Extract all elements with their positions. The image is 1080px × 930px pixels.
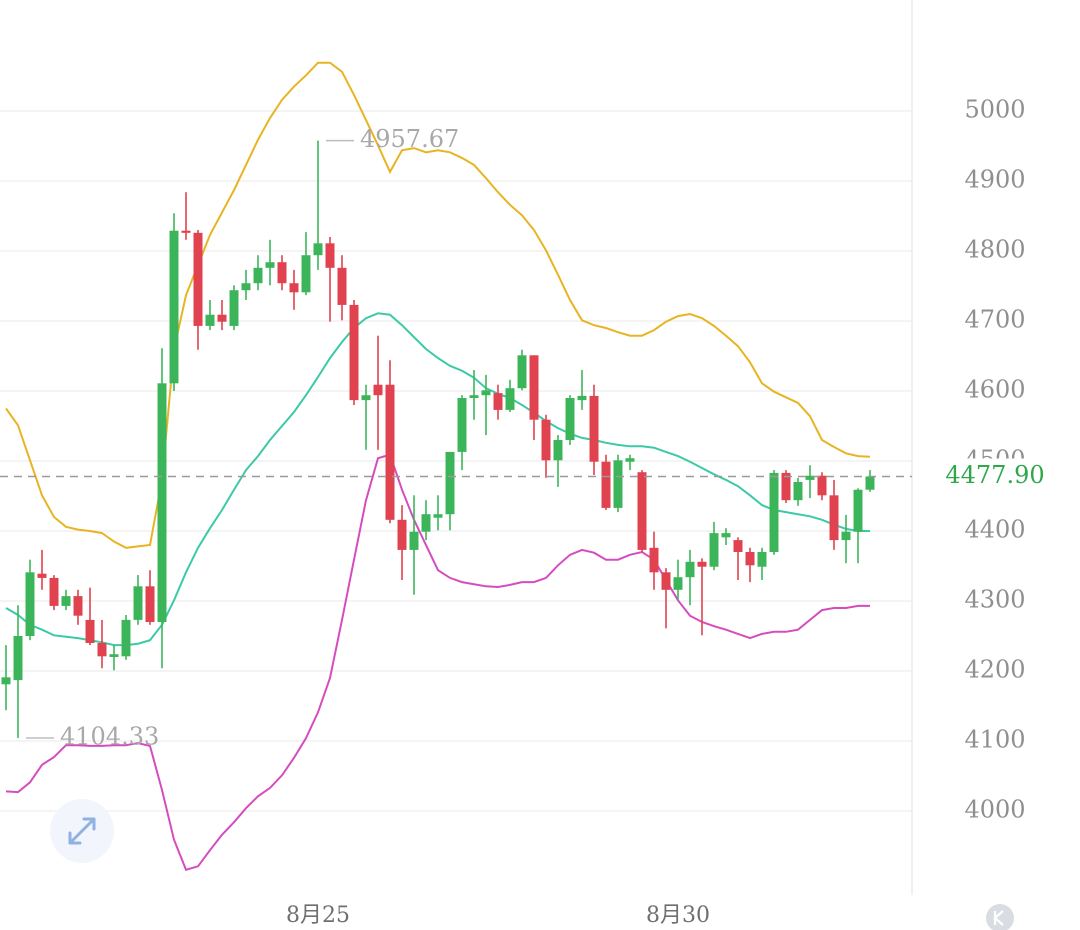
candle-body bbox=[709, 533, 719, 567]
band-line bbox=[5, 453, 870, 872]
band-line bbox=[5, 61, 871, 549]
extreme-label: 4957.67 bbox=[360, 125, 459, 153]
y-tick-label: 4100 bbox=[964, 726, 1025, 754]
candle-body bbox=[829, 495, 839, 541]
candle-body bbox=[253, 267, 263, 284]
candle-body bbox=[409, 531, 419, 550]
candle-body bbox=[37, 573, 47, 578]
candle-body bbox=[325, 243, 335, 268]
candle-body bbox=[373, 384, 383, 396]
candle-body bbox=[853, 489, 863, 532]
candle-body bbox=[673, 577, 683, 590]
candle-body bbox=[781, 472, 791, 501]
candle-body bbox=[61, 596, 71, 606]
candle-body bbox=[313, 243, 323, 256]
candle-body bbox=[49, 577, 59, 606]
y-tick-label: 4900 bbox=[964, 166, 1025, 194]
candle-body bbox=[133, 586, 143, 620]
candle-body bbox=[481, 390, 491, 396]
candle-body bbox=[73, 596, 83, 616]
candle-body bbox=[97, 643, 107, 657]
candle-body bbox=[733, 540, 743, 553]
candle-body bbox=[565, 398, 575, 441]
candle-body bbox=[805, 475, 815, 480]
candle-body bbox=[601, 461, 611, 508]
y-tick-label: 4000 bbox=[964, 796, 1025, 824]
candle-body bbox=[85, 619, 95, 644]
candle-body bbox=[349, 304, 359, 401]
last-price-label: 4477.90 bbox=[945, 461, 1044, 489]
candle-body bbox=[193, 232, 203, 326]
candle-body bbox=[637, 472, 647, 550]
k-button[interactable] bbox=[986, 904, 1014, 930]
y-tick-label: 4800 bbox=[964, 236, 1025, 264]
candle-body bbox=[793, 482, 803, 501]
candle-body bbox=[649, 547, 659, 573]
candle-body bbox=[697, 561, 707, 567]
y-tick-label: 4700 bbox=[964, 306, 1025, 334]
x-tick-label: 8月30 bbox=[646, 903, 710, 928]
y-tick-label: 4200 bbox=[964, 656, 1025, 684]
extreme-label: 4104.33 bbox=[60, 722, 159, 750]
last-price-box bbox=[932, 458, 1062, 495]
candle-body bbox=[613, 460, 623, 508]
candle-body bbox=[865, 476, 875, 490]
candle-body bbox=[181, 230, 191, 233]
y-tick-label: 4400 bbox=[964, 516, 1025, 544]
band-line bbox=[5, 312, 870, 647]
candle-body bbox=[469, 395, 479, 399]
y-tick-label: 5000 bbox=[964, 96, 1025, 124]
candle-body bbox=[421, 514, 431, 532]
candle-body bbox=[517, 355, 527, 389]
candle-body bbox=[541, 419, 551, 461]
y-tick-label: 4600 bbox=[964, 376, 1025, 404]
candle-body bbox=[121, 619, 131, 657]
candle-body bbox=[361, 395, 371, 401]
candle-body bbox=[241, 283, 251, 291]
grid bbox=[0, 110, 912, 812]
candle-body bbox=[445, 451, 455, 515]
candle-body bbox=[433, 514, 443, 518]
candle-body bbox=[385, 384, 395, 520]
candle-body bbox=[265, 262, 275, 268]
candle-body bbox=[229, 290, 239, 326]
candle-body bbox=[277, 262, 287, 284]
candle-body bbox=[169, 230, 179, 384]
candle-body bbox=[553, 440, 563, 461]
candle-body bbox=[769, 472, 779, 553]
candle-body bbox=[493, 393, 503, 410]
candle-body bbox=[457, 398, 467, 452]
candle-body bbox=[157, 383, 167, 623]
k-icon bbox=[993, 910, 1004, 926]
candle-body bbox=[625, 458, 635, 462]
candle-body bbox=[301, 255, 311, 293]
candle-body bbox=[25, 572, 35, 637]
candle-body bbox=[13, 636, 23, 681]
candle-body bbox=[817, 475, 827, 496]
candle-body bbox=[289, 283, 299, 293]
candle-body bbox=[721, 533, 731, 538]
y-tick-label: 4300 bbox=[964, 586, 1025, 614]
candle-body bbox=[1, 677, 11, 685]
candle-body bbox=[661, 572, 671, 590]
candle-body bbox=[205, 314, 215, 326]
candle-body bbox=[109, 654, 119, 658]
k-bg bbox=[986, 904, 1014, 930]
candle-body bbox=[337, 267, 347, 305]
candle-body bbox=[397, 519, 407, 550]
expand-icon bbox=[68, 817, 96, 845]
candle-body bbox=[217, 314, 227, 322]
candle-body bbox=[505, 388, 515, 410]
candle-body bbox=[685, 561, 695, 578]
candle-body bbox=[745, 552, 755, 566]
candle-body bbox=[145, 586, 155, 623]
expand-button[interactable] bbox=[50, 799, 114, 863]
candle-body bbox=[841, 531, 851, 541]
candle-body bbox=[757, 552, 767, 567]
candle-body bbox=[577, 395, 587, 401]
candle-body bbox=[529, 355, 539, 420]
candle-body bbox=[589, 395, 599, 462]
x-tick-label: 8月25 bbox=[286, 903, 350, 928]
